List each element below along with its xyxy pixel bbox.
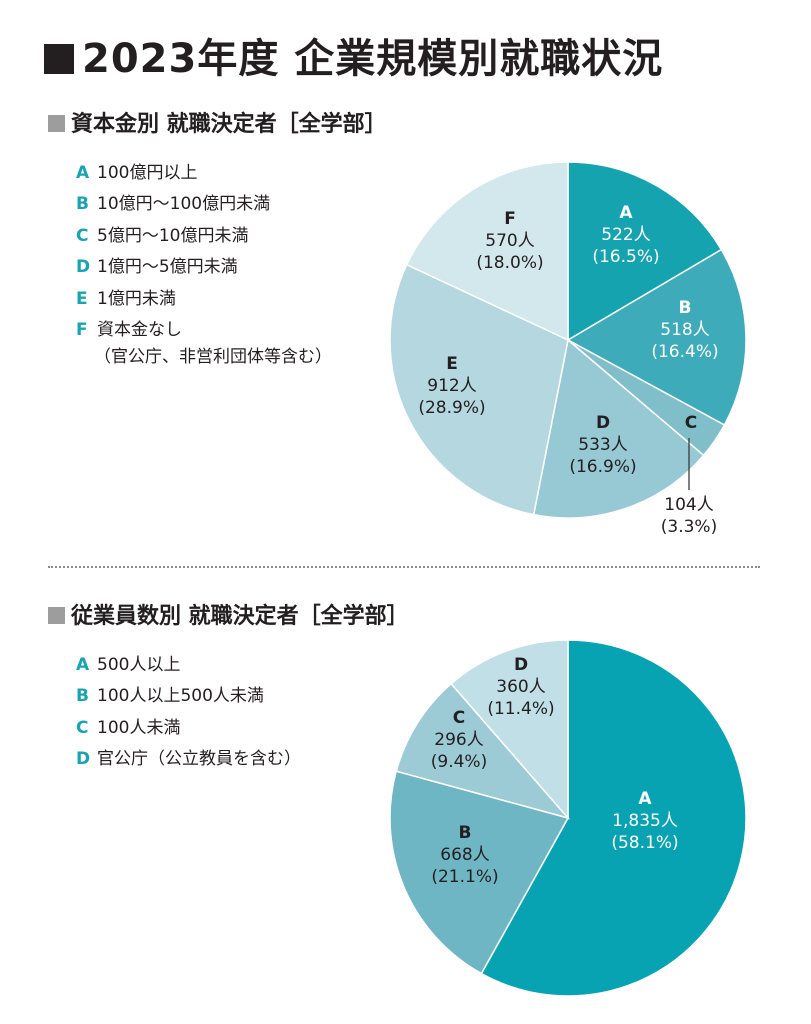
legend-key: C: [76, 225, 89, 246]
legend-capital: A 100億円以上 B 10億円〜100億円未満 C 5億円〜10億円未満 D 1億円〜…: [76, 158, 332, 374]
section-title-employees-text: 従業員数別 就職決定者［全学部］: [71, 604, 409, 629]
page-title: 2023年度 企業規模別就職状況: [44, 26, 663, 84]
pie-slice-f: [405, 161, 569, 342]
legend-key: B: [76, 686, 89, 707]
slice-key: A: [619, 203, 633, 223]
legend-key: C: [76, 717, 89, 738]
section-square-marker: [48, 115, 65, 132]
legend-item: C 5億円〜10億円未満: [76, 221, 332, 252]
legend-item: E 1億円未満: [76, 284, 332, 315]
slice-key: B: [679, 298, 692, 318]
slice-key: C: [685, 413, 697, 433]
slice-label-c: C: [685, 413, 697, 433]
legend-key: A: [76, 163, 90, 183]
legend-label: 500人以上: [97, 655, 181, 675]
slice-value: 518人: [660, 320, 709, 340]
slice-label-a: A 1,835人(58.1%): [611, 789, 678, 853]
legend-label: 1億円〜5億円未満: [97, 257, 238, 278]
slice-value: (18.0%): [476, 253, 543, 273]
slice-value: (3.3%): [661, 517, 717, 537]
pie-slice-b: [389, 770, 570, 975]
slice-value: 912人: [427, 376, 476, 396]
slice-label-a: A 522人(16.5%): [592, 203, 659, 267]
slice-value: 104人: [664, 495, 713, 515]
pie-chart-capital: A 522人(16.5%) B 518人(16.4%) C 104人(3.3%) D 533人…: [389, 161, 747, 537]
slice-value: 1,835人: [612, 811, 678, 831]
slice-label-f: F 570人(18.0%): [476, 209, 543, 273]
legend-item: A 100億円以上: [76, 158, 332, 189]
slice-value: 360人: [496, 677, 545, 697]
slice-label-c: C 296人(9.4%): [431, 708, 487, 772]
slice-value: 296人: [434, 730, 483, 750]
slice-value: 668人: [440, 845, 489, 865]
slice-key: F: [504, 209, 516, 229]
title-square-marker: [44, 44, 74, 74]
slice-value: (11.4%): [487, 699, 554, 719]
legend-item: D 官公庁（公立教員を含む）: [76, 744, 301, 775]
legend-key: D: [76, 257, 91, 278]
section-title-capital-text: 資本金別 就職決定者［全学部］: [71, 112, 387, 137]
slice-value: (16.9%): [569, 457, 636, 477]
slice-label-b: B 518人(16.4%): [651, 298, 718, 362]
slice-value: (28.9%): [418, 398, 485, 418]
slice-label-e: E 912人(28.9%): [418, 354, 485, 418]
legend-label: 100億円以上: [97, 163, 198, 183]
slice-value: (16.5%): [592, 247, 659, 267]
pie-slice-d: [532, 338, 705, 519]
legend-label: 100人以上500人未満: [97, 686, 264, 707]
legend-label: 資本金なし: [97, 320, 182, 341]
pie-slice-d: [450, 639, 569, 821]
legend-item: F 資本金なし （官公庁、非営利団体等含む）: [76, 315, 332, 374]
section-title-employees: 従業員数別 就職決定者［全学部］: [48, 598, 409, 630]
slice-key: D: [514, 655, 528, 675]
slice-label-b: B 668人(21.1%): [431, 823, 498, 887]
pie-slice-e: [389, 263, 569, 516]
legend-label: 100人未満: [97, 717, 181, 738]
page-title-text: 2023年度 企業規模別就職状況: [82, 36, 664, 82]
slice-value: (16.4%): [651, 342, 718, 362]
slice-label-d: D 533人(16.9%): [569, 413, 636, 477]
section-title-capital: 資本金別 就職決定者［全学部］: [48, 106, 387, 138]
legend-label: 1億円未満: [97, 288, 176, 309]
legend-item: B 100人以上500人未満: [76, 681, 301, 712]
legend-item: B 10億円〜100億円未満: [76, 189, 332, 220]
slice-callout-label: 104人(3.3%): [661, 495, 717, 537]
slice-value: 533人: [578, 435, 627, 455]
legend-key: D: [76, 749, 91, 770]
legend-key: E: [76, 288, 88, 309]
slice-value: (9.4%): [431, 752, 487, 772]
slice-key: E: [446, 354, 458, 374]
legend-item: C 100人未満: [76, 713, 301, 744]
legend-sublabel: （官公庁、非営利団体等含む）: [94, 347, 332, 368]
section-square-marker: [48, 607, 65, 624]
legend-employees: A 500人以上 B 100人以上500人未満 C 100人未満 D 官公庁（公立教員を…: [76, 650, 301, 776]
legend-item: A 500人以上: [76, 650, 301, 681]
legend-key: F: [76, 320, 88, 341]
slice-key: D: [596, 413, 610, 433]
slice-key: A: [638, 789, 652, 809]
section-divider: [48, 566, 760, 568]
slice-key: B: [459, 823, 472, 843]
legend-label: 官公庁（公立教員を含む）: [97, 749, 301, 770]
pie-slice-a: [480, 639, 747, 997]
slice-value: (58.1%): [611, 833, 678, 853]
pie-slice-a: [567, 161, 723, 342]
slice-key: C: [453, 708, 465, 728]
pie-slice-c: [395, 682, 571, 820]
pie-chart-employees: A 1,835人(58.1%)B 668人(21.1%)C 296人(9.4%)D 36…: [389, 639, 747, 997]
slice-label-d: D 360人(11.4%): [487, 655, 554, 719]
legend-item: D 1億円〜5億円未満: [76, 252, 332, 283]
slice-value: 522人: [601, 225, 650, 245]
legend-label: 10億円〜100億円未満: [97, 194, 271, 215]
pie-slice-b: [566, 248, 747, 426]
slice-value: (21.1%): [431, 867, 498, 887]
legend-label: 5億円〜10億円未満: [97, 225, 249, 246]
legend-key: A: [76, 655, 90, 675]
slice-value: 570人: [485, 231, 534, 251]
legend-key: B: [76, 194, 89, 215]
